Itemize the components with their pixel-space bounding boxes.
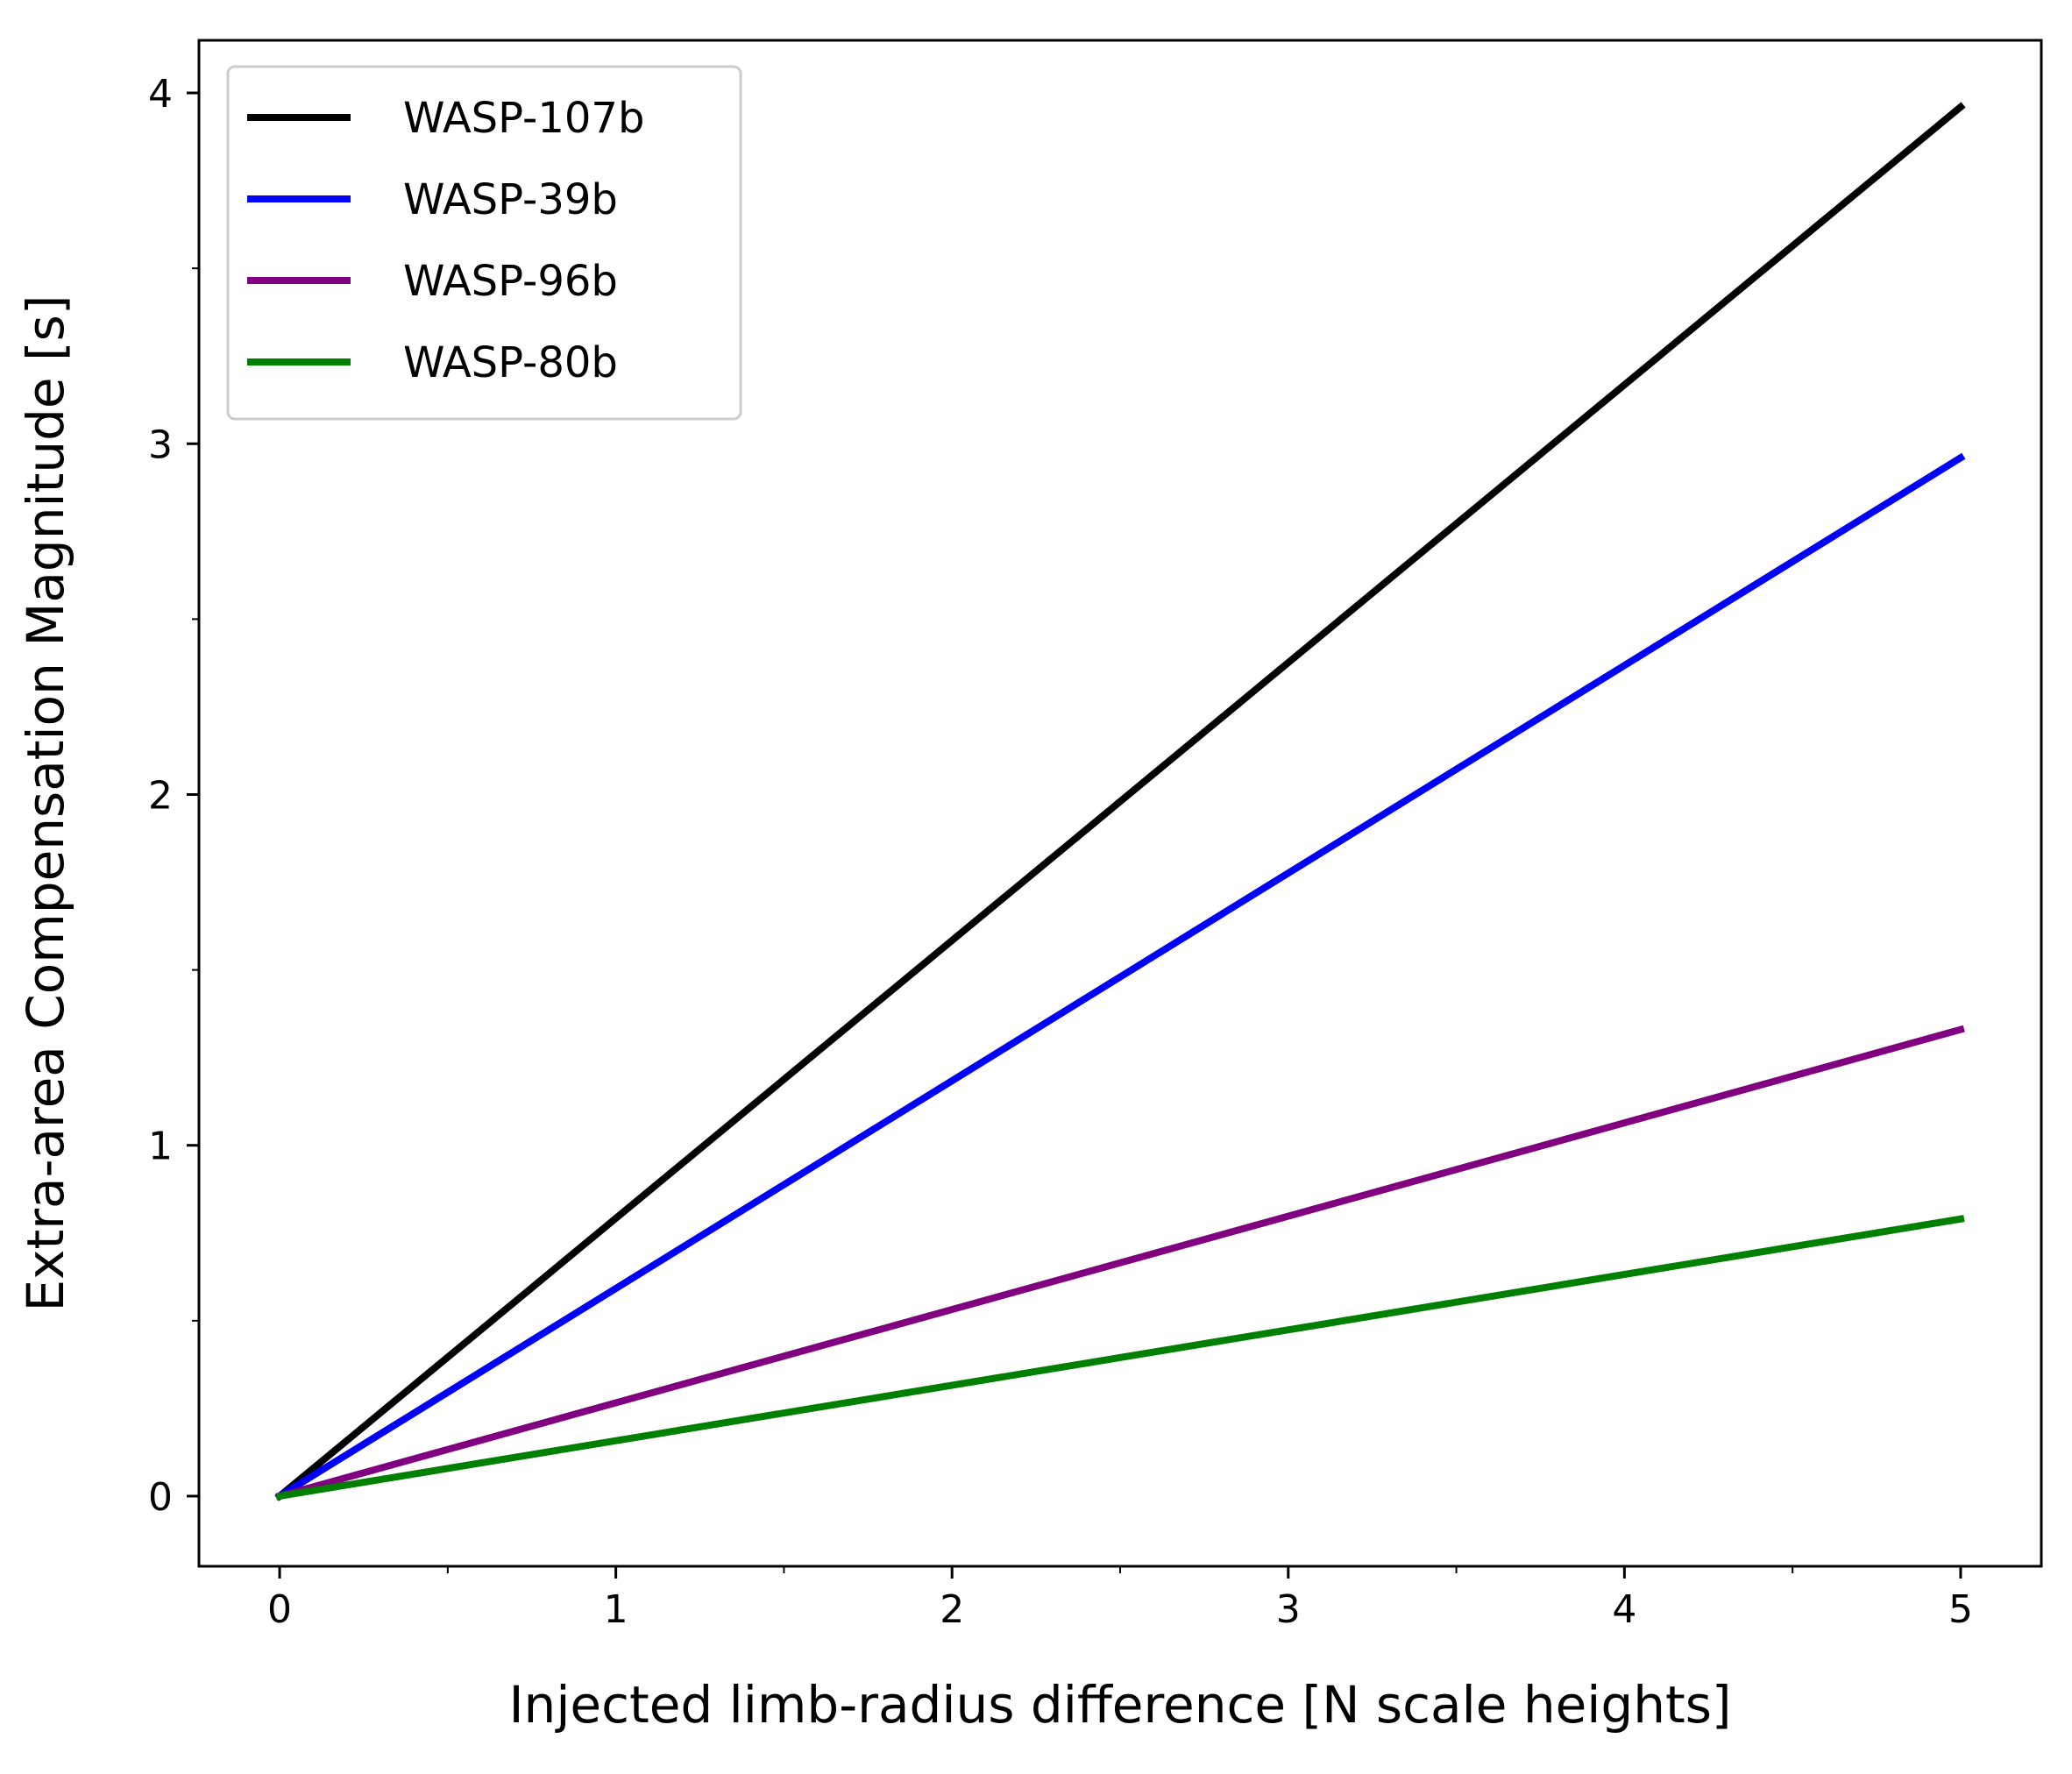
series-line-wasp-107b	[274, 102, 1966, 1501]
y-tick-label: 1	[148, 1125, 173, 1169]
y-tick-label: 2	[148, 773, 173, 818]
x-tick-label: 4	[1612, 1587, 1636, 1632]
x-tick-label: 3	[1276, 1587, 1301, 1632]
x-tick-label: 5	[1948, 1587, 1973, 1632]
legend-label: WASP-96b	[403, 257, 618, 306]
legend-box	[226, 65, 742, 421]
x-axis-ticks: 0 1 2 3 4 5	[267, 1566, 1973, 1632]
series-line-wasp-80b	[275, 1215, 1965, 1501]
y-tick-label: 3	[148, 422, 173, 467]
legend-label: WASP-80b	[403, 338, 618, 387]
plot-lines	[274, 102, 1966, 1501]
x-tick-label: 0	[267, 1587, 292, 1632]
x-tick-label: 1	[604, 1587, 628, 1632]
series-line-wasp-39b	[274, 452, 1966, 1501]
legend-label: WASP-107b	[403, 94, 644, 143]
x-axis-label: Injected limb-radius difference [N scale…	[508, 1675, 1731, 1735]
series-line-wasp-96b	[275, 1025, 1965, 1501]
x-tick-label: 2	[940, 1587, 964, 1632]
legend-label: WASP-39b	[403, 175, 618, 224]
y-axis-ticks: 0 1 2 3 4	[148, 72, 199, 1520]
legend: WASP-107b WASP-39b WASP-96b WASP-80b	[226, 65, 742, 421]
y-tick-label: 0	[148, 1475, 173, 1520]
y-axis-label: Extra-area Compensation Magnitude [s]	[16, 294, 75, 1311]
y-tick-label: 4	[148, 72, 173, 117]
